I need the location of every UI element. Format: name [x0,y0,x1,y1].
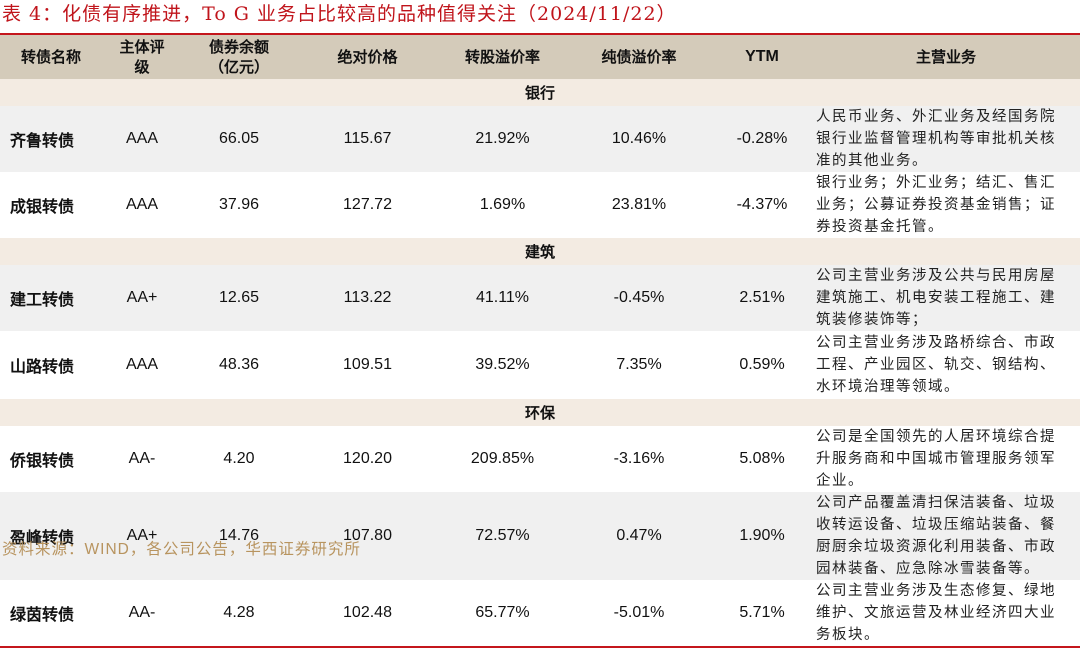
bond-premium: 0.47% [566,492,712,580]
rating: AA- [102,580,182,646]
ytm: 1.90% [712,492,812,580]
conv-premium: 39.52% [439,331,566,399]
bond-name: 齐鲁转债 [0,106,102,172]
bond-name: 盈峰转债 [0,492,102,580]
bond-name: 绿茵转债 [0,580,102,646]
business: 公司是全国领先的人居环境综合提升服务商和中国城市管理服务领军企业。 [812,426,1080,492]
balance: 12.65 [182,265,296,331]
table-title: 表 4：化债有序推进，To G 业务占比较高的品种值得关注（2024/11/22… [2,3,677,25]
balance: 4.20 [182,426,296,492]
col-header-rating-line2: 级 [134,58,150,76]
table-row: 绿茵转债 AA- 4.28 102.48 65.77% -5.01% 5.71%… [0,580,1080,646]
ytm: -4.37% [712,172,812,238]
col-header-business: 主营业务 [812,35,1080,79]
balance: 66.05 [182,106,296,172]
bond-premium: -5.01% [566,580,712,646]
rating: AA+ [102,492,182,580]
conv-premium: 21.92% [439,106,566,172]
price: 109.51 [296,331,439,399]
col-header-ytm: YTM [712,35,812,79]
business: 公司主营业务涉及公共与民用房屋建筑施工、机电安装工程施工、建筑装修装饰等； [812,265,1080,331]
conv-premium: 41.11% [439,265,566,331]
rating: AAA [102,106,182,172]
bond-premium: -0.45% [566,265,712,331]
bond-premium: 10.46% [566,106,712,172]
conv-premium: 72.57% [439,492,566,580]
section-row-bank: 银行 [0,79,1080,106]
price: 115.67 [296,106,439,172]
ytm: 2.51% [712,265,812,331]
source-note: 资料来源：WIND，各公司公告，华西证券研究所 [2,537,361,561]
col-header-name: 转债名称 [0,35,102,79]
balance: 14.76 [182,492,296,580]
table-row: 齐鲁转债 AAA 66.05 115.67 21.92% 10.46% -0.2… [0,106,1080,172]
col-header-balance-line1: 债券余额 [208,38,269,56]
col-header-balance-line2: （亿元） [208,58,269,76]
business: 银行业务；外汇业务；结汇、售汇业务；公募证券投资基金销售；证券投资基金托管。 [812,172,1080,238]
table-row: 侨银转债 AA- 4.20 120.20 209.85% -3.16% 5.08… [0,426,1080,492]
conv-premium: 209.85% [439,426,566,492]
rating: AA- [102,426,182,492]
conv-premium: 1.69% [439,172,566,238]
col-header-rating-line1: 主体评 [119,38,165,56]
rating: AA+ [102,265,182,331]
header-row: 转债名称 主体评级 债券余额 （亿元） 绝对价格 转股溢价率 纯债溢价率 YTM … [0,35,1080,79]
col-header-price: 绝对价格 [296,35,439,79]
price: 107.80 [296,492,439,580]
conv-premium: 65.77% [439,580,566,646]
bond-name: 山路转债 [0,331,102,399]
ytm: 5.08% [712,426,812,492]
rating: AAA [102,172,182,238]
section-row-environmental: 环保 [0,399,1080,426]
section-label: 建筑 [0,238,1080,265]
col-header-bond-premium: 纯债溢价率 [566,35,712,79]
table-row: 山路转债 AAA 48.36 109.51 39.52% 7.35% 0.59%… [0,331,1080,399]
bond-name: 成银转债 [0,172,102,238]
bond-name: 侨银转债 [0,426,102,492]
bond-premium: -3.16% [566,426,712,492]
table-row: 建工转债 AA+ 12.65 113.22 41.11% -0.45% 2.51… [0,265,1080,331]
section-label: 银行 [0,79,1080,106]
business: 公司主营业务涉及生态修复、绿地维护、文旅运营及林业经济四大业务板块。 [812,580,1080,646]
business: 公司产品覆盖清扫保洁装备、垃圾收转运设备、垃圾压缩站装备、餐厨厨余垃圾资源化利用… [812,492,1080,580]
business: 人民币业务、外汇业务及经国务院银行业监督管理机构等审批机关核准的其他业务。 [812,106,1080,172]
balance: 48.36 [182,331,296,399]
price: 102.48 [296,580,439,646]
col-header-conv-premium: 转股溢价率 [439,35,566,79]
bond-name: 建工转债 [0,265,102,331]
bond-premium: 23.81% [566,172,712,238]
section-label: 环保 [0,399,1080,426]
ytm: 0.59% [712,331,812,399]
source-prefix: 资料来源： [2,540,85,558]
source-wind: WIND [84,541,130,558]
bond-premium: 7.35% [566,331,712,399]
price: 113.22 [296,265,439,331]
source-suffix: ，各公司公告，华西证券研究所 [129,540,361,558]
col-header-rating: 主体评级 [102,35,182,79]
price: 127.72 [296,172,439,238]
rating: AAA [102,331,182,399]
col-header-balance: 债券余额 （亿元） [182,35,296,79]
top-rule [0,33,1080,35]
ytm: -0.28% [712,106,812,172]
balance: 37.96 [182,172,296,238]
business: 公司主营业务涉及路桥综合、市政工程、产业园区、轨交、钢结构、水环境治理等领域。 [812,331,1080,399]
ytm: 5.71% [712,580,812,646]
table-row: 成银转债 AAA 37.96 127.72 1.69% 23.81% -4.37… [0,172,1080,238]
section-row-construction: 建筑 [0,238,1080,265]
balance: 4.28 [182,580,296,646]
table-row: 盈峰转债 AA+ 14.76 107.80 72.57% 0.47% 1.90%… [0,492,1080,580]
price: 120.20 [296,426,439,492]
